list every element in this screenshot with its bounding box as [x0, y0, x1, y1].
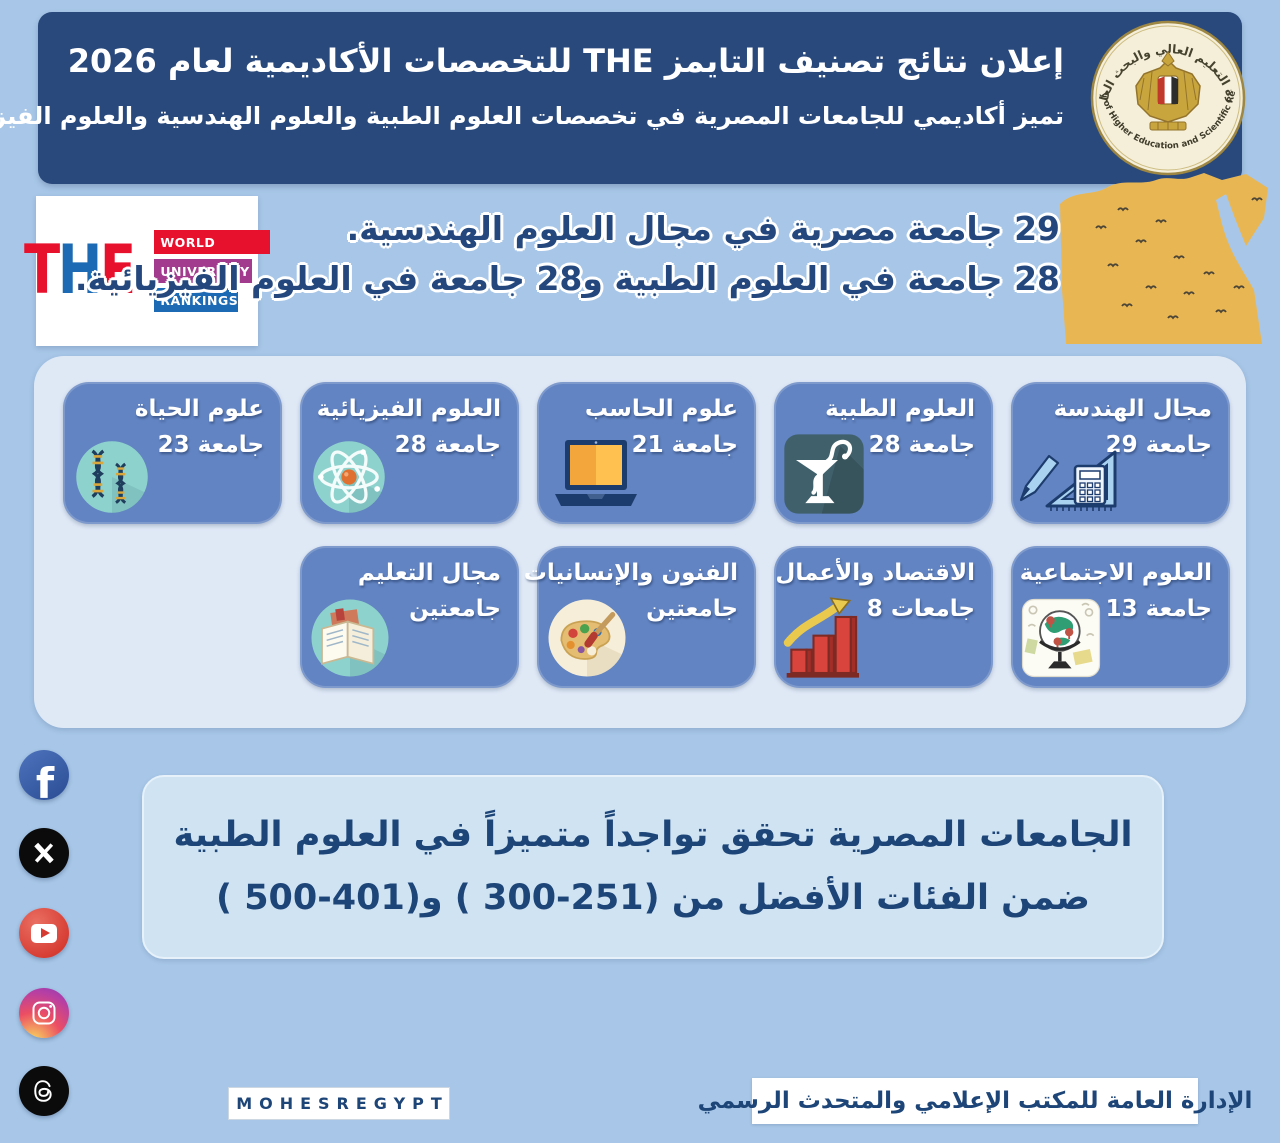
- palette-brush-icon: [545, 596, 629, 680]
- card-title: مجال الهندسة: [1053, 396, 1212, 422]
- categories-panel: مجال الهندسة 29 جامعة: [34, 356, 1246, 728]
- category-card-physical-sciences: العلوم الفيزيائية 28 جامعة: [300, 382, 519, 524]
- card-title: العلوم الطبية: [825, 396, 975, 422]
- globe-stand-icon: [1019, 596, 1103, 680]
- page-subtitle: تميز أكاديمي للجامعات المصرية في تخصصات …: [0, 102, 1064, 130]
- pharmacy-cup-snake-icon: [782, 432, 866, 516]
- the-letter-h: H: [57, 231, 101, 310]
- card-count: 8 جامعات: [866, 596, 975, 622]
- youtube-icon[interactable]: [19, 908, 69, 958]
- dna-icon: [73, 438, 151, 516]
- card-title: الفنون والإنسانيات: [523, 560, 738, 586]
- page-title: إعلان نتائج تصنيف التايمز THE للتخصصات ا…: [67, 42, 1064, 80]
- bird-marks: [1095, 197, 1263, 320]
- card-title: مجال التعليم: [357, 560, 501, 586]
- header-banner: إعلان نتائج تصنيف التايمز THE للتخصصات ا…: [0, 12, 1242, 184]
- egypt-map-graphic: [1056, 170, 1272, 350]
- the-bar-world: WORLD: [154, 230, 271, 254]
- the-letter-e: E: [99, 231, 136, 310]
- card-count: 28 جامعة: [868, 432, 975, 458]
- growth-bar-chart-icon: [782, 596, 866, 680]
- card-count: 21 جامعة: [631, 432, 738, 458]
- category-card-engineering: مجال الهندسة 29 جامعة: [1011, 382, 1230, 524]
- intro-line-engineering: 29 جامعة مصرية في مجال العلوم الهندسية.: [346, 209, 1060, 248]
- laptop-icon: [543, 436, 647, 518]
- category-card-social-sciences: العلوم الاجتماعية 13 جامعة: [1011, 546, 1230, 688]
- category-card-computer-science: علوم الحاسب 21 جامعة: [537, 382, 756, 524]
- intro-stats: 29 جامعة مصرية في مجال العلوم الهندسية. …: [74, 204, 1060, 303]
- instagram-icon[interactable]: [19, 988, 69, 1038]
- the-letter-t: T: [23, 231, 60, 310]
- ministry-seal-logo: وزارة التعليم العالي والبحث العلمي Minis…: [1084, 9, 1246, 176]
- eagle-emblem: [1135, 51, 1201, 131]
- card-title: العلوم الفيزيائية: [316, 396, 501, 422]
- atom-icon: [310, 438, 388, 516]
- social-handle-box[interactable]: MOHESREGYPT: [228, 1087, 450, 1120]
- card-title: علوم الحياة: [134, 396, 264, 422]
- x-twitter-icon[interactable]: [19, 828, 69, 878]
- card-count: جامعتين: [409, 596, 501, 622]
- highlight-line-2: ضمن الفئات الأفضل من (251-300 ) و(401-50…: [216, 878, 1090, 918]
- category-card-education: مجال التعليم جامعتين: [300, 546, 519, 688]
- card-title: العلوم الاجتماعية: [1019, 560, 1212, 586]
- highlight-line-1: الجامعات المصرية تحقق تواجداً متميزاً في…: [173, 815, 1133, 855]
- card-count: 28 جامعة: [394, 432, 501, 458]
- category-card-medical: العلوم الطبية 28 جامعة: [774, 382, 993, 524]
- facebook-icon[interactable]: f: [19, 750, 69, 800]
- footer-department-box: الإدارة العامة للمكتب الإعلامي والمتحدث …: [698, 1078, 1252, 1124]
- card-count: 13 جامعة: [1105, 596, 1212, 622]
- intro-line-medical-physical: 28 جامعة في العلوم الطبية و28 جامعة في ا…: [74, 258, 1060, 298]
- cards-row-2: العلوم الاجتماعية 13 جامعة: [50, 546, 1230, 688]
- engineering-ruler-calculator-icon: [1017, 436, 1121, 518]
- card-title: علوم الحاسب: [584, 396, 738, 422]
- the-bar-rankings: RANKINGS: [154, 288, 239, 312]
- the-bar-university: UNIVERSITY: [154, 259, 253, 283]
- category-card-arts-humanities: الفنون والإنسانيات جامعتين: [523, 546, 756, 688]
- card-count: جامعتين: [646, 596, 738, 622]
- card-count: 23 جامعة: [157, 432, 264, 458]
- highlight-message-box: الجامعات المصرية تحقق تواجداً متميزاً في…: [142, 775, 1164, 959]
- open-book-icon: [308, 596, 392, 680]
- category-card-life-sciences: علوم الحياة 23 جامعة: [63, 382, 282, 524]
- card-title: الاقتصاد والأعمال: [775, 560, 975, 586]
- card-count: 29 جامعة: [1105, 432, 1212, 458]
- cards-row-1: مجال الهندسة 29 جامعة: [50, 382, 1230, 524]
- threads-icon[interactable]: [19, 1066, 69, 1116]
- the-logo-bars: WORLD UNIVERSITY RANKINGS: [154, 230, 271, 312]
- category-card-economics-business: الاقتصاد والأعمال 8 جامعات: [774, 546, 993, 688]
